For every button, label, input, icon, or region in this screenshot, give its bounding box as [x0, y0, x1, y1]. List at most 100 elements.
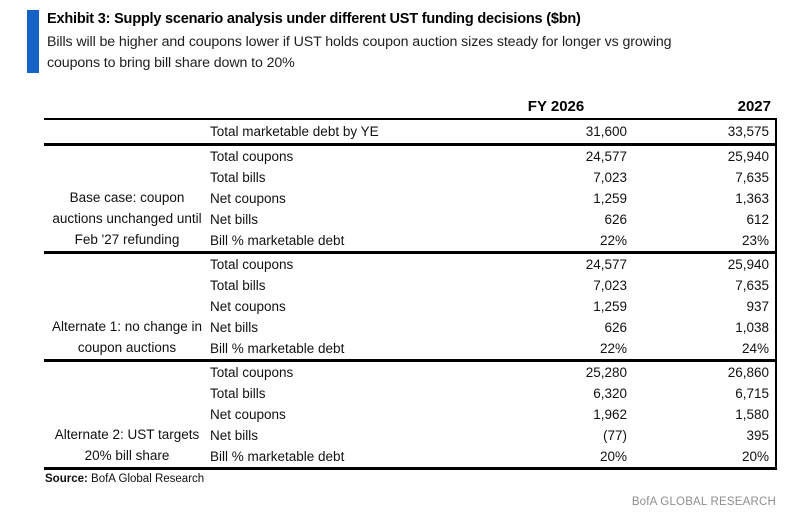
value-2027: 612 [746, 212, 769, 227]
table-row: Total bills 7,023 7,635 [210, 275, 775, 296]
row-label: Net bills [210, 428, 259, 443]
scenario-table: FY 2026 2027 Total marketable debt by YE… [44, 88, 777, 470]
section-alternate-1: Alternate 1: no change in coupon auction… [44, 254, 775, 359]
scenario-line: Alternate 1: no change in [51, 319, 203, 334]
row-label: Total coupons [210, 149, 294, 164]
value-fy2026: 7,023 [593, 170, 627, 185]
rule-section-divider [44, 359, 775, 362]
value-fy2026: 7,023 [593, 278, 627, 293]
row-label: Total marketable debt by YE [210, 124, 379, 139]
value-2027: 395 [746, 428, 769, 443]
table-row: Net bills (77) 395 [210, 425, 775, 446]
row-label: Net coupons [210, 191, 286, 206]
value-fy2026: 1,259 [593, 191, 627, 206]
row-label: Bill % marketable debt [210, 341, 345, 356]
column-header-2027: 2027 [737, 98, 771, 115]
header-text-block: Exhibit 3: Supply scenario analysis unde… [47, 10, 719, 73]
value-2027: 26,860 [727, 365, 769, 380]
table-row: Total coupons 24,577 25,940 [210, 254, 775, 275]
value-2027: 25,940 [727, 149, 769, 164]
row-label: Net bills [210, 320, 259, 335]
value-2027: 6,715 [735, 386, 769, 401]
rule-top [44, 118, 775, 120]
row-label: Bill % marketable debt [210, 233, 345, 248]
value-fy2026: 31,600 [585, 124, 627, 139]
value-2027: 937 [746, 299, 769, 314]
scenario-line: Feb '27 refunding [74, 232, 180, 247]
table-row: Bill % marketable debt 20% 20% [210, 446, 775, 467]
value-2027: 7,635 [735, 170, 769, 185]
accent-bar [27, 10, 39, 73]
row-label: Total coupons [210, 257, 294, 272]
exhibit-header: Exhibit 3: Supply scenario analysis unde… [27, 10, 719, 73]
value-fy2026: 22% [599, 233, 627, 248]
rule-bottom [44, 467, 775, 470]
value-fy2026: 1,962 [593, 407, 627, 422]
column-header-row: FY 2026 2027 [44, 88, 777, 118]
value-2027: 20% [741, 449, 769, 464]
scenario-label-alternate-1: Alternate 1: no change in coupon auction… [44, 254, 210, 359]
rule-section-divider [44, 251, 775, 254]
source-label: Source: [45, 473, 88, 485]
value-2027: 23% [741, 233, 769, 248]
table-row: Total coupons 24,577 25,940 [210, 146, 775, 167]
rule-section-divider [44, 143, 775, 146]
exhibit-subtitle: Bills will be higher and coupons lower i… [47, 34, 672, 71]
source-line: Source: BofA Global Research [45, 473, 204, 485]
value-2027: 7,635 [735, 278, 769, 293]
section-alternate-2: Alternate 2: UST targets 20% bill share … [44, 362, 775, 467]
value-2027: 33,575 [727, 124, 769, 139]
scenario-label-alternate-2: Alternate 2: UST targets 20% bill share [44, 362, 210, 467]
column-header-fy2026: FY 2026 [527, 98, 585, 115]
value-fy2026: (77) [602, 428, 627, 443]
table-row-total-marketable-debt: Total marketable debt by YE 31,600 33,57… [44, 120, 775, 143]
value-fy2026: 24,577 [585, 257, 627, 272]
section-rows: Total coupons 24,577 25,940 Total bills … [210, 254, 775, 359]
row-label: Bill % marketable debt [210, 449, 345, 464]
table-row: Total coupons 25,280 26,860 [210, 362, 775, 383]
table-body: Total marketable debt by YE 31,600 33,57… [44, 118, 777, 470]
value-fy2026: 6,320 [593, 386, 627, 401]
value-fy2026: 1,259 [593, 299, 627, 314]
row-label: Total bills [210, 278, 266, 293]
value-2027: 1,363 [735, 191, 769, 206]
scenario-line: auctions unchanged until [52, 211, 202, 226]
table-row: Net coupons 1,259 937 [210, 296, 775, 317]
value-fy2026: 626 [604, 320, 627, 335]
value-2027: 25,940 [727, 257, 769, 272]
table-row: Bill % marketable debt 22% 23% [210, 230, 775, 251]
row-label: Total coupons [210, 365, 294, 380]
row-label: Net coupons [210, 407, 286, 422]
table-row: Total bills 7,023 7,635 [210, 167, 775, 188]
value-fy2026: 24,577 [585, 149, 627, 164]
exhibit-title: Exhibit 3: Supply scenario analysis unde… [47, 11, 581, 27]
table-row: Net bills 626 612 [210, 209, 775, 230]
table-row: Net bills 626 1,038 [210, 317, 775, 338]
table-row: Total bills 6,320 6,715 [210, 383, 775, 404]
table-row: Net coupons 1,259 1,363 [210, 188, 775, 209]
table-row: Net coupons 1,962 1,580 [210, 404, 775, 425]
source-value: BofA Global Research [87, 473, 205, 485]
scenario-label-base-case: Base case: coupon auctions unchanged unt… [44, 146, 210, 251]
value-fy2026: 25,280 [585, 365, 627, 380]
section-rows: Total coupons 25,280 26,860 Total bills … [210, 362, 775, 467]
value-fy2026: 626 [604, 212, 627, 227]
value-2027: 1,580 [735, 407, 769, 422]
row-label: Total bills [210, 170, 266, 185]
value-fy2026: 20% [599, 449, 627, 464]
scenario-line: coupon auctions [77, 340, 177, 355]
section-base-case: Base case: coupon auctions unchanged unt… [44, 146, 775, 251]
row-label: Net coupons [210, 299, 286, 314]
scenario-line: 20% bill share [84, 448, 170, 463]
scenario-line: Base case: coupon [69, 190, 185, 205]
value-2027: 1,038 [735, 320, 769, 335]
spacer-cell [44, 120, 210, 143]
table-row: Bill % marketable debt 22% 24% [210, 338, 775, 359]
value-fy2026: 22% [599, 341, 627, 356]
brand-mark: BofA GLOBAL RESEARCH [631, 496, 776, 508]
scenario-line: Alternate 2: UST targets [54, 427, 200, 442]
row-label: Net bills [210, 212, 259, 227]
value-2027: 24% [741, 341, 769, 356]
row-label: Total bills [210, 386, 266, 401]
